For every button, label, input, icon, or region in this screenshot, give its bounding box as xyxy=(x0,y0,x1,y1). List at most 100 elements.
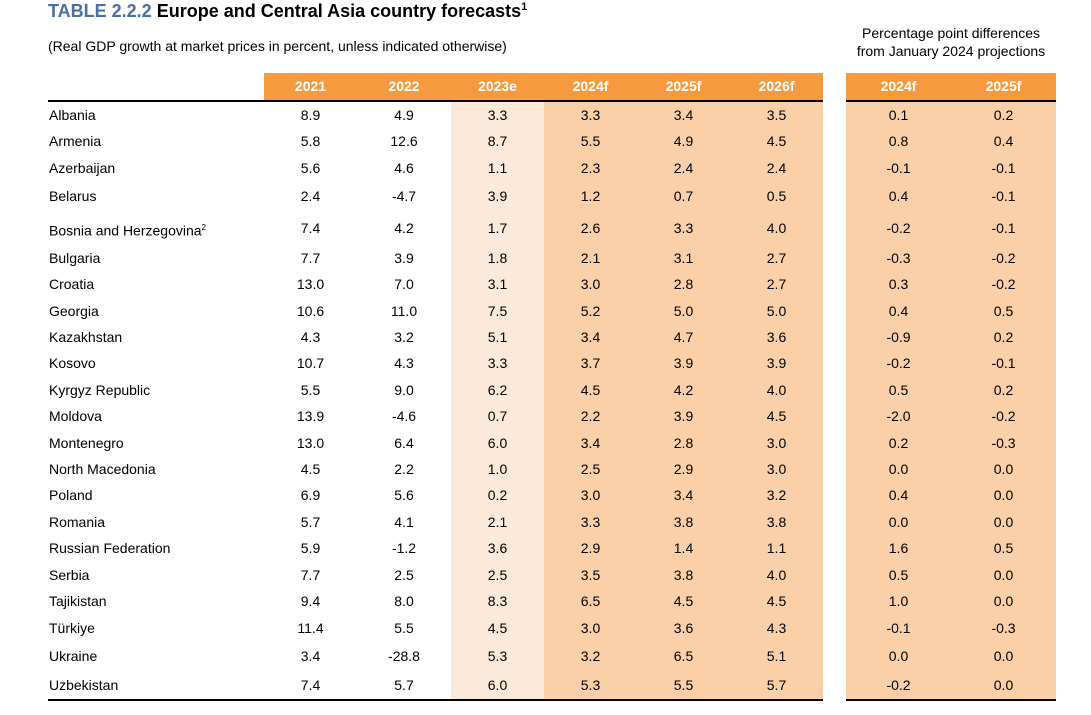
value-cell: 6.2 xyxy=(487,382,508,398)
table-row: Ukraine 3.4 -28.8 5.3 3.2 6.5 5.1 0.0 0.0 xyxy=(0,646,1091,666)
value-cell: 8.7 xyxy=(487,133,508,149)
value-cell: 4.7 xyxy=(673,329,694,345)
difference-cell: 0.0 xyxy=(888,648,909,664)
table-row: Uzbekistan 7.4 5.7 6.0 5.3 5.5 5.7 -0.2 0.0 xyxy=(0,675,1091,695)
country-name: Georgia xyxy=(49,301,259,321)
value-cell: -4.6 xyxy=(391,408,417,424)
value-cell: 3.4 xyxy=(673,487,694,503)
value-cell: 13.0 xyxy=(296,435,325,451)
value-cell: 3.8 xyxy=(673,514,694,530)
country-label: Azerbaijan xyxy=(49,160,116,176)
col-header-2026f: 2026f xyxy=(758,78,795,94)
country-name: Bosnia and Herzegovina2 xyxy=(49,218,259,239)
difference-cell: -0.2 xyxy=(991,250,1016,266)
value-cell: 4.0 xyxy=(766,220,787,236)
value-cell: 3.3 xyxy=(487,107,508,123)
table-row: Moldova 13.9 -4.6 0.7 2.2 3.9 4.5 -2.0 -0.2 xyxy=(0,406,1091,426)
table-row: Albania 8.9 4.9 3.3 3.3 3.4 3.5 0.1 0.2 xyxy=(0,105,1091,125)
value-cell: 5.5 xyxy=(673,677,694,693)
value-cell: 3.3 xyxy=(580,107,601,123)
value-cell: 4.1 xyxy=(394,514,414,530)
country-label: Montenegro xyxy=(49,435,124,451)
table-row: Romania 5.7 4.1 2.1 3.3 3.8 3.8 0.0 0.0 xyxy=(0,512,1091,532)
country-name: Albania xyxy=(49,105,259,125)
value-cell: 4.6 xyxy=(394,160,414,176)
table-row: Serbia 7.7 2.5 2.5 3.5 3.8 4.0 0.5 0.0 xyxy=(0,565,1091,585)
country-name: Montenegro xyxy=(49,433,259,453)
country-name: Kyrgyz Republic xyxy=(49,380,259,400)
value-cell: 5.7 xyxy=(394,677,414,693)
value-cell: 1.2 xyxy=(580,188,601,204)
value-cell: 5.7 xyxy=(300,514,321,530)
table-row: Kyrgyz Republic 5.5 9.0 6.2 4.5 4.2 4.0 0.5 0.2 xyxy=(0,380,1091,400)
difference-cell: 0.0 xyxy=(993,567,1014,583)
value-cell: -1.2 xyxy=(391,540,417,556)
country-name: Armenia xyxy=(49,131,259,151)
value-cell: 7.4 xyxy=(300,677,321,693)
difference-cell: 0.0 xyxy=(993,487,1014,503)
value-cell: 2.5 xyxy=(394,567,414,583)
value-cell: 3.3 xyxy=(487,355,508,371)
value-cell: 3.6 xyxy=(487,540,508,556)
difference-cell: -0.1 xyxy=(886,620,911,636)
difference-cell: 0.0 xyxy=(993,461,1014,477)
value-cell: 4.5 xyxy=(580,382,601,398)
value-cell: 4.5 xyxy=(766,593,787,609)
country-label: Ukraine xyxy=(49,648,98,664)
value-cell: 6.0 xyxy=(487,677,508,693)
bottom-rule xyxy=(48,699,823,701)
value-cell: 5.7 xyxy=(766,677,787,693)
country-label: Armenia xyxy=(49,133,102,149)
title-footnote: 1 xyxy=(521,1,528,13)
country-label: North Macedonia xyxy=(49,461,156,477)
country-label: Croatia xyxy=(49,276,95,292)
country-label: Serbia xyxy=(49,567,90,583)
value-cell: 3.5 xyxy=(580,567,601,583)
differences-header-line1: Percentage point differences xyxy=(862,25,1040,41)
difference-cell: 0.0 xyxy=(993,648,1014,664)
country-label: Belarus xyxy=(49,188,97,204)
value-cell: 6.5 xyxy=(673,648,694,664)
country-name: Bulgaria xyxy=(49,248,259,268)
value-cell: 7.7 xyxy=(300,567,321,583)
value-cell: 5.0 xyxy=(673,303,694,319)
value-cell: 5.3 xyxy=(487,648,508,664)
table-row: Georgia 10.6 11.0 7.5 5.2 5.0 5.0 0.4 0.5 xyxy=(0,301,1091,321)
value-cell: 3.7 xyxy=(580,355,601,371)
value-cell: 2.5 xyxy=(487,567,508,583)
table-row: Kosovo 10.7 4.3 3.3 3.7 3.9 3.9 -0.2 -0.1 xyxy=(0,353,1091,373)
col-header-2021: 2021 xyxy=(294,78,327,94)
difference-cell: 0.5 xyxy=(888,382,909,398)
difference-cell: 0.4 xyxy=(888,487,909,503)
forecast-columns-shading xyxy=(544,100,823,701)
difference-cell: -0.1 xyxy=(991,220,1016,236)
value-cell: 6.5 xyxy=(580,593,601,609)
value-cell: 5.3 xyxy=(580,677,601,693)
top-rule-differences xyxy=(846,100,1056,102)
diff-col-header-2024f: 2024f xyxy=(880,78,917,94)
value-cell: 0.5 xyxy=(766,188,787,204)
value-cell: 2.2 xyxy=(394,461,414,477)
value-cell: 1.0 xyxy=(487,461,508,477)
value-cell: 0.2 xyxy=(487,487,508,503)
col-header-2024f: 2024f xyxy=(572,78,609,94)
value-cell: 8.0 xyxy=(394,593,414,609)
value-cell: 3.8 xyxy=(673,567,694,583)
value-cell: 2.1 xyxy=(580,250,601,266)
country-label: Poland xyxy=(49,487,93,503)
country-label: Kazakhstan xyxy=(49,329,123,345)
value-cell: 3.3 xyxy=(673,220,694,236)
difference-cell: 0.0 xyxy=(993,514,1014,530)
estimate-column-shading xyxy=(451,100,544,701)
difference-cell: 0.3 xyxy=(888,276,909,292)
value-cell: 2.8 xyxy=(673,276,694,292)
value-cell: 3.1 xyxy=(487,276,508,292)
value-cell: 7.4 xyxy=(300,220,321,236)
country-label: Türkiye xyxy=(49,620,95,636)
value-cell: 3.4 xyxy=(580,435,601,451)
difference-cell: 0.4 xyxy=(888,303,909,319)
country-label: Kosovo xyxy=(49,355,96,371)
value-cell: 7.5 xyxy=(487,303,508,319)
country-name: Russian Federation xyxy=(49,538,259,558)
col-header-2023e: 2023e xyxy=(478,78,517,94)
